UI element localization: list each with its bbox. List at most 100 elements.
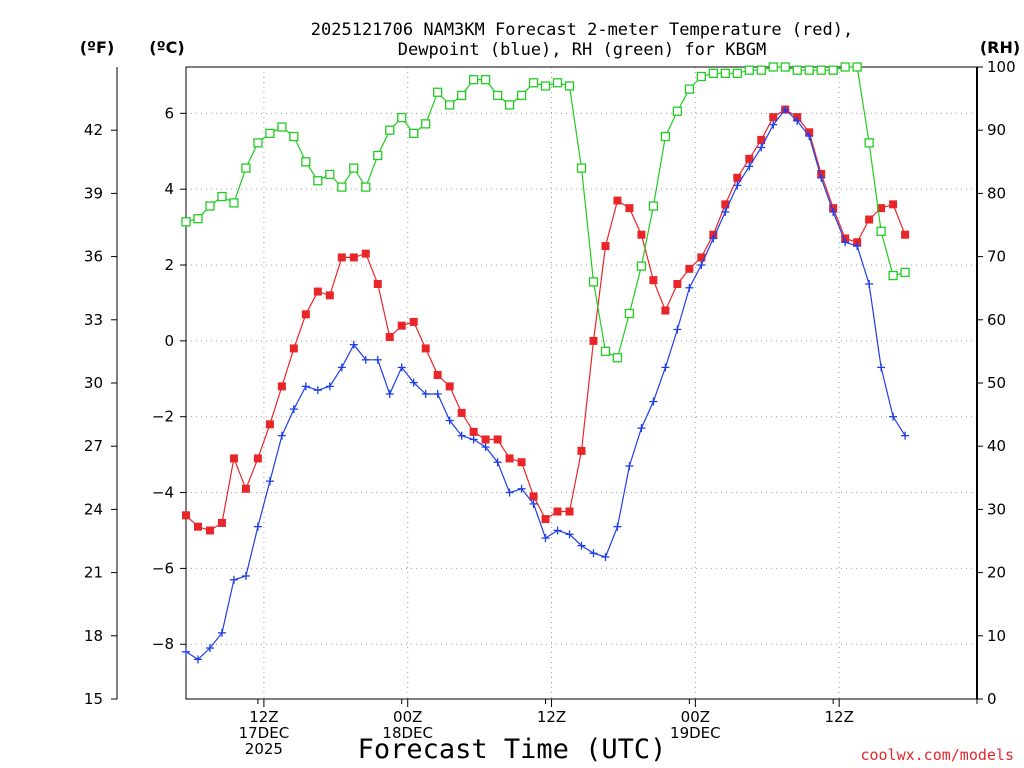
data-point [504, 100, 515, 110]
data-point [661, 363, 670, 372]
data-point [182, 511, 190, 520]
data-point [313, 386, 322, 395]
data-point [720, 68, 730, 78]
series-rh-green [181, 62, 910, 363]
data-point [804, 65, 814, 75]
data-point [277, 382, 286, 391]
data-point [229, 198, 239, 208]
data-point [337, 253, 346, 262]
data-point [181, 217, 191, 227]
data-point [601, 242, 610, 251]
time-tick-label: 18DEC [382, 724, 433, 742]
data-point [564, 81, 575, 91]
data-point [421, 119, 431, 129]
rh-tick-label: 0 [987, 690, 997, 708]
rh-tick-label: 50 [987, 374, 1006, 392]
data-point [661, 306, 670, 315]
data-point [229, 575, 238, 584]
data-point [289, 344, 298, 353]
rh-tick-label: 30 [987, 500, 1006, 518]
data-point [877, 363, 886, 372]
data-point [373, 355, 382, 364]
data-point [433, 389, 442, 398]
data-point [325, 382, 334, 391]
time-tick-label: 00Z [681, 708, 710, 726]
time-tick-label: 19DEC [670, 724, 721, 742]
data-point [528, 78, 539, 88]
data-point [337, 182, 347, 192]
data-point [577, 446, 586, 455]
time-tick-label: 12Z [249, 708, 278, 726]
data-point [864, 138, 874, 148]
series-layer [181, 62, 910, 664]
data-point [805, 132, 814, 141]
data-point [421, 344, 430, 353]
data-point [817, 173, 826, 182]
rh-tick-label: 100 [987, 58, 1016, 76]
chart-title-line-2: Dewpoint (blue), RH (green) for KBGM [398, 40, 766, 60]
data-point [696, 71, 706, 82]
data-point [625, 462, 634, 471]
data-point [301, 157, 311, 167]
data-point [601, 553, 610, 562]
data-point [589, 549, 598, 558]
data-point [553, 507, 562, 516]
data-point [516, 90, 527, 101]
chart-title-line-1: 2025121706 NAM3KM Forecast 2-meter Tempe… [311, 20, 853, 40]
data-point [889, 412, 898, 421]
data-point [205, 644, 214, 653]
data-point [445, 416, 454, 425]
data-point [265, 420, 274, 429]
data-point [733, 173, 742, 182]
rh-tick-label: 20 [987, 564, 1006, 582]
series-line-rh-green [185, 66, 906, 359]
data-point [900, 267, 910, 278]
data-point [841, 238, 850, 247]
data-point [217, 518, 226, 527]
data-point [517, 484, 526, 493]
data-point [289, 405, 298, 414]
data-point [721, 207, 730, 216]
data-point [493, 435, 502, 444]
data-point [385, 389, 394, 398]
data-point [205, 201, 215, 211]
data-point [589, 336, 598, 345]
data-point [877, 204, 886, 213]
data-point [457, 431, 466, 440]
data-point [828, 65, 838, 75]
fahrenheit-tick-label: 39 [84, 184, 103, 202]
data-point [697, 261, 706, 270]
data-point [397, 112, 407, 123]
data-point [732, 68, 742, 78]
data-point [648, 201, 659, 211]
data-point [769, 120, 778, 129]
data-point [852, 62, 862, 72]
data-point [901, 230, 910, 239]
data-point [193, 655, 202, 664]
fahrenheit-tick-label: 30 [84, 374, 103, 392]
data-point [829, 207, 838, 216]
grid-lines [186, 67, 977, 699]
data-point [397, 321, 406, 330]
data-point [361, 249, 370, 258]
data-point [757, 135, 766, 144]
data-point [769, 113, 778, 122]
data-point [637, 230, 646, 239]
time-tick-label: 12Z [537, 708, 566, 726]
data-point [613, 522, 622, 531]
data-point [193, 522, 202, 531]
data-point [684, 84, 695, 94]
data-point [217, 191, 227, 202]
data-point [433, 87, 443, 97]
rh-tick-label: 40 [987, 437, 1006, 455]
data-point [277, 431, 286, 440]
data-point [325, 169, 335, 180]
data-point [745, 162, 754, 171]
data-point [385, 125, 395, 135]
data-point [241, 484, 250, 493]
celsius-unit-label: (ºC) [149, 38, 184, 57]
data-point [349, 163, 359, 173]
fahrenheit-axis: 15 18 21 24 27 30 33 36 39 42 [84, 121, 117, 708]
series-line-dewpoint-blue [185, 108, 906, 661]
